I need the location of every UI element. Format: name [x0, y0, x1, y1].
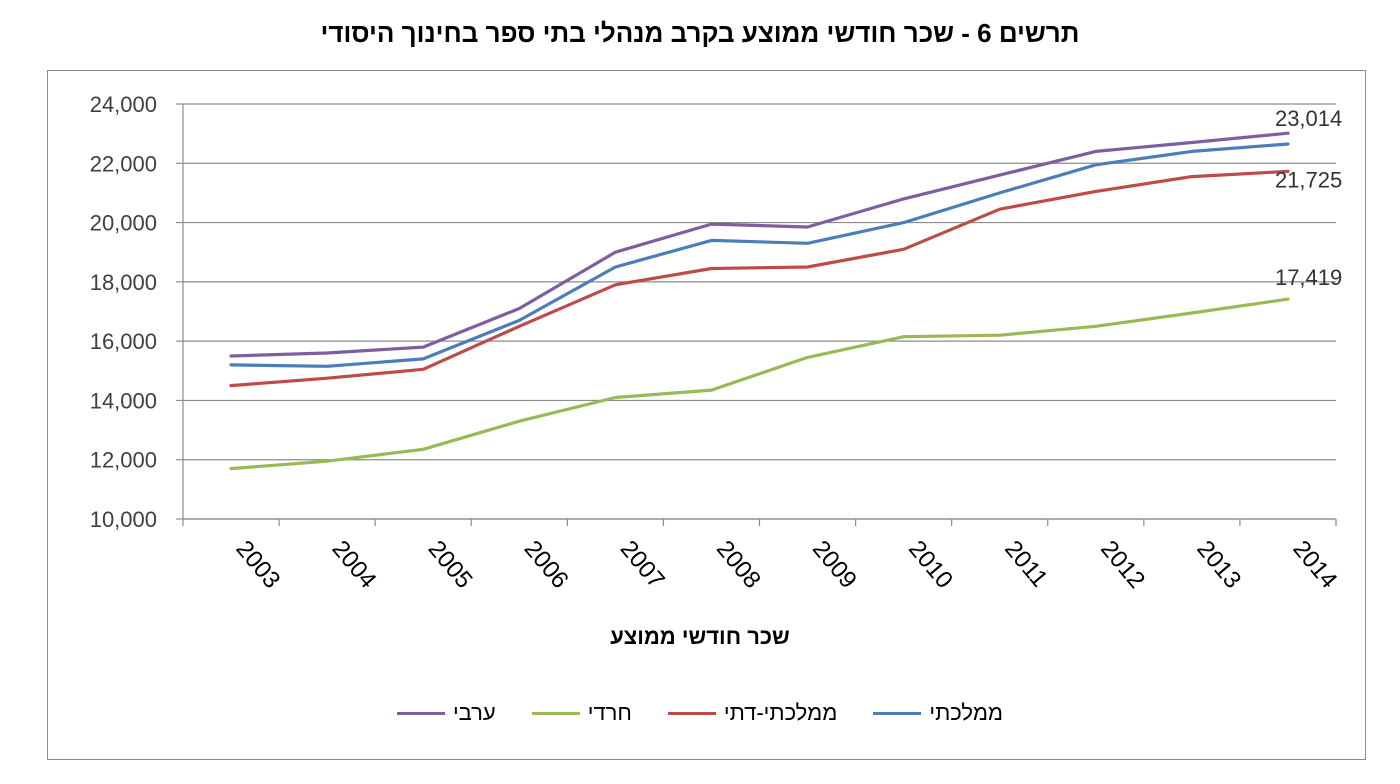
legend: ממלכתי ממלכתי-דתי חרדי ערבי	[0, 700, 1400, 726]
y-tick-label: 10,000	[90, 507, 157, 532]
legend-item: ממלכתי	[873, 700, 1003, 726]
y-tick-label: 16,000	[90, 329, 157, 354]
x-tick-label: 2007	[615, 536, 670, 594]
y-tick-label: 24,000	[90, 92, 157, 117]
legend-swatch	[873, 711, 922, 715]
legend-label: ממלכתי-דתי	[723, 700, 838, 725]
legend-label: חרדי	[587, 700, 632, 725]
x-tick-label: 2012	[1095, 536, 1150, 594]
chart-title: תרשים 6 - שכר חודשי ממוצע בקרב מנהלי בתי…	[320, 18, 1080, 48]
x-tick-labels: 2003 2004 2005 2006 2007 2008 2009 2010 2011 2012…	[230, 536, 1342, 594]
x-tick-label: 2005	[423, 536, 478, 594]
legend-label: ערבי	[452, 700, 496, 725]
legend-swatch	[667, 711, 716, 715]
y-tick-label: 22,000	[90, 151, 157, 176]
y-tick-label: 20,000	[90, 211, 157, 236]
series-line-1	[229, 142, 1290, 368]
legend-swatch	[396, 711, 445, 715]
y-tick-label: 12,000	[90, 448, 157, 473]
x-tick-label: 2003	[230, 536, 285, 594]
data-label: 21,725	[1275, 167, 1342, 192]
x-tick-label: 2004	[327, 536, 382, 594]
legend-item: ערבי	[396, 700, 496, 726]
series-line-4	[229, 131, 1290, 358]
data-label: 17,419	[1275, 265, 1342, 290]
legend-swatch	[531, 711, 580, 715]
x-tick-label: 2006	[519, 536, 574, 594]
y-tick-label: 14,000	[90, 388, 157, 413]
end-data-labels: 23,014 21,725 17,419	[1275, 106, 1342, 290]
x-tick-label: 2009	[807, 536, 862, 594]
y-tick-label: 18,000	[90, 270, 157, 295]
x-tick-label: 2011	[999, 536, 1053, 593]
series-line-2	[229, 169, 1290, 388]
series-lines	[229, 131, 1290, 471]
x-axis-title: שכר חודשי ממוצע	[610, 624, 790, 649]
chart-frame	[47, 70, 1366, 760]
x-tick-label: 2010	[903, 536, 958, 594]
x-tick-label: 2014	[1287, 536, 1342, 594]
legend-item: ממלכתי-דתי	[667, 700, 838, 726]
legend-item: חרדי	[531, 700, 632, 726]
legend-label: ממלכתי	[929, 700, 1004, 725]
x-tick-label: 2013	[1191, 536, 1246, 594]
axes	[176, 103, 1337, 526]
series-line-3	[229, 297, 1290, 471]
data-label: 23,014	[1275, 106, 1342, 131]
x-tick-label: 2008	[711, 536, 766, 594]
y-tick-labels: 10,000 12,000 14,000 16,000 18,000 20,000 22,0…	[90, 92, 157, 532]
